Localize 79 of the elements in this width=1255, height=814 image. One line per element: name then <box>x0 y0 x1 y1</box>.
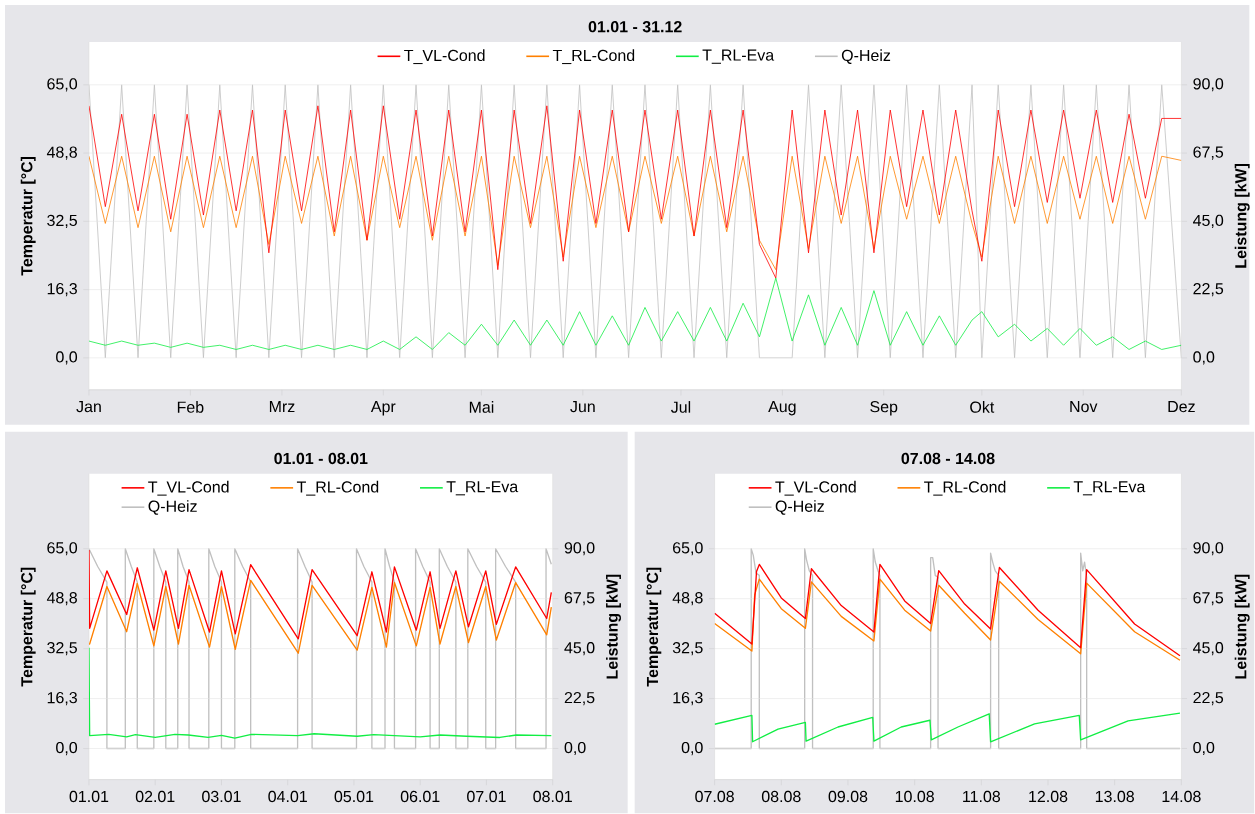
y2-axis-title: Leistung [kW] <box>606 574 622 679</box>
x-tick-label: 07.08 <box>695 791 734 803</box>
y-tick-label: 32,5 <box>672 642 703 656</box>
y-tick-label: 32,5 <box>47 214 77 229</box>
y2-tick-label: 22,5 <box>564 692 595 706</box>
y-tick-label: 65,0 <box>47 542 78 556</box>
x-tick-label: 08.08 <box>761 791 801 803</box>
x-tick-label: 01.01 <box>69 791 109 803</box>
y-tick-label: 0,0 <box>56 742 78 756</box>
x-tick-label: 03.01 <box>202 791 241 803</box>
y2-tick-label: 67,5 <box>1193 592 1224 606</box>
chart-title: 07.08 - 14.08 <box>901 453 995 465</box>
y-tick-label: 65,0 <box>673 542 703 556</box>
legend-label: T_RL-Cond <box>924 481 1006 496</box>
legend-label: Q-Heiz <box>148 500 197 516</box>
x-tick-label: 06.01 <box>400 791 440 803</box>
y-tick-label: 16,3 <box>673 692 703 706</box>
x-tick-label: Mai <box>469 401 494 414</box>
x-tick-label: Dez <box>1168 401 1195 413</box>
x-tick-label: 08.01 <box>533 791 572 803</box>
y2-tick-label: 90,0 <box>564 542 595 556</box>
y2-tick-label: 45,0 <box>1193 214 1224 229</box>
y2-tick-label: 90,0 <box>1193 78 1224 92</box>
x-tick-label: Aug <box>768 401 796 416</box>
x-tick-label: 02.01 <box>135 791 175 803</box>
x-tick-label: Jun <box>570 401 595 413</box>
y2-tick-label: 67,5 <box>564 592 595 606</box>
y-axis-title: Temperatur [°C] <box>20 567 36 687</box>
x-tick-label: 05.01 <box>334 791 374 803</box>
y2-axis-title: Leistung [kW] <box>1234 164 1250 268</box>
y-tick-label: 0,0 <box>681 742 703 756</box>
y2-tick-label: 0,0 <box>1193 351 1215 365</box>
chart-title: 01.01 - 08.01 <box>274 453 368 465</box>
x-tick-label: 12.08 <box>1029 791 1068 803</box>
y-tick-label: 48,8 <box>672 592 703 606</box>
y2-tick-label: 67,5 <box>1193 146 1224 160</box>
y2-axis-title: Leistung [kW] <box>1234 574 1250 679</box>
x-tick-label: 10.08 <box>895 791 934 803</box>
legend-label: T_RL-Eva <box>446 481 519 496</box>
x-tick-label: 04.01 <box>268 791 307 803</box>
y-tick-label: 16,3 <box>47 283 77 297</box>
x-tick-label: 07.01 <box>467 791 506 803</box>
legend-label: T_VL-Cond <box>775 481 856 496</box>
x-tick-label: Jan <box>76 401 101 413</box>
y2-tick-label: 45,0 <box>1193 642 1224 656</box>
y-tick-label: 16,3 <box>47 692 77 706</box>
legend-label: T_VL-Cond <box>148 481 229 496</box>
legend-label: Q-Heiz <box>775 500 824 516</box>
y-tick-label: 65,0 <box>47 78 78 92</box>
legend-label: T_RL-Cond <box>552 49 635 65</box>
x-tick-label: Apr <box>370 401 396 416</box>
chart-title: 01.01 - 31.12 <box>588 21 682 33</box>
x-tick-label: 13.08 <box>1095 791 1134 803</box>
x-tick-label: Sep <box>870 401 898 416</box>
legend-label: T_RL-Eva <box>702 49 775 64</box>
y2-tick-label: 22,5 <box>1193 692 1224 706</box>
y2-tick-label: 0,0 <box>1193 742 1215 756</box>
legend-label: T_RL-Cond <box>296 481 379 496</box>
y-tick-label: 32,5 <box>47 642 77 656</box>
y2-tick-label: 90,0 <box>1193 542 1224 556</box>
y2-tick-label: 45,0 <box>564 642 595 656</box>
x-tick-label: Mrz <box>269 401 295 413</box>
y-tick-label: 48,8 <box>46 146 77 160</box>
y-tick-label: 0,0 <box>56 351 78 365</box>
y2-tick-label: 0,0 <box>564 742 586 756</box>
legend-label: T_RL-Eva <box>1073 481 1146 496</box>
x-tick-label: 14.08 <box>1162 791 1201 803</box>
y-axis-title: Temperatur [°C] <box>646 567 662 687</box>
x-tick-label: Feb <box>177 401 204 414</box>
x-tick-label: Jul <box>670 401 691 414</box>
legend-label: Q-Heiz <box>841 49 891 65</box>
y-axis-title: Temperatur [°C] <box>20 157 36 276</box>
legend-label: T_VL-Cond <box>404 49 485 65</box>
x-tick-label: Okt <box>970 401 995 414</box>
y2-tick-label: 22,5 <box>1193 283 1224 297</box>
x-tick-label: 11.08 <box>963 791 1001 803</box>
y-tick-label: 48,8 <box>46 592 77 606</box>
x-tick-label: 09.08 <box>828 791 868 803</box>
x-tick-label: Nov <box>1070 401 1098 413</box>
